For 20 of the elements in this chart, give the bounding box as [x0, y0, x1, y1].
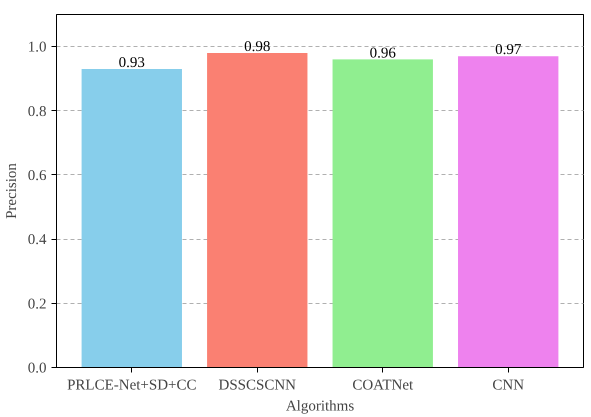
y-tick-label: 0.0: [28, 360, 46, 376]
y-axis-title: Precision: [4, 162, 20, 219]
y-tick-label: 0.6: [28, 168, 47, 184]
bar: [82, 69, 182, 368]
bar: [207, 53, 308, 368]
bar: [458, 56, 558, 368]
x-tick-label: COATNet: [352, 378, 414, 394]
y-tick-label: 1.0: [28, 40, 46, 56]
data-label: 0.97: [495, 42, 522, 58]
data-label: 0.98: [244, 39, 270, 56]
bar: [332, 59, 433, 368]
data-label: 0.96: [370, 45, 396, 62]
data-label: 0.93: [118, 55, 145, 72]
x-axis-title: Algorithms: [286, 398, 354, 414]
x-tick-label: CNN: [492, 378, 524, 394]
y-tick-label: 0.4: [28, 232, 47, 248]
x-tick-label: DSSCSCNN: [218, 378, 296, 394]
x-tick-label: PRLCE-Net+SD+CC: [67, 378, 197, 394]
y-tick-label: 0.8: [28, 104, 46, 120]
y-tick-label: 0.2: [28, 296, 46, 312]
